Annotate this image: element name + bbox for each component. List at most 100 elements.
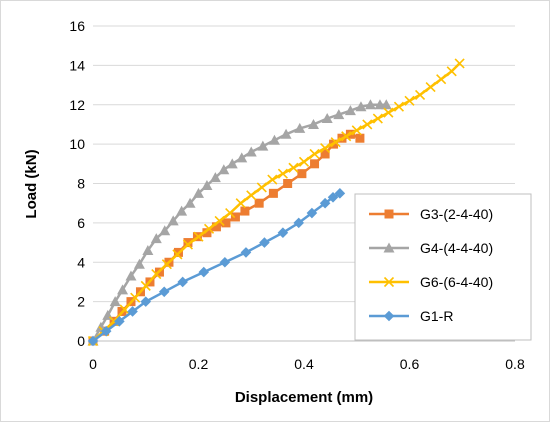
data-point-marker bbox=[355, 133, 365, 143]
data-point-marker bbox=[404, 95, 415, 106]
data-point-marker bbox=[320, 142, 331, 154]
data-point-marker bbox=[114, 316, 125, 327]
data-point-marker bbox=[133, 258, 145, 269]
data-point-marker bbox=[319, 197, 331, 209]
data-point-marker bbox=[355, 101, 367, 112]
marker-stroke bbox=[130, 292, 141, 303]
marker-stroke bbox=[320, 142, 331, 154]
legend-entry: G4-(4-4-40) bbox=[369, 240, 493, 256]
data-point-marker bbox=[130, 292, 141, 303]
data-point-marker bbox=[268, 134, 280, 145]
x-tick-label: 0 bbox=[89, 356, 97, 372]
legend-entry: G1-R bbox=[369, 308, 453, 324]
data-point-marker bbox=[127, 306, 138, 317]
data-point-marker bbox=[454, 58, 465, 69]
data-point-marker bbox=[218, 164, 230, 175]
data-point-marker bbox=[334, 188, 346, 199]
legend-items: G3-(2-4-40) G4-(4-4-40) G6-(6-4-40) G1-R bbox=[369, 206, 493, 324]
marker-stroke bbox=[309, 148, 320, 160]
series-group bbox=[87, 58, 465, 347]
data-point-marker bbox=[161, 259, 172, 270]
marker-stroke bbox=[341, 131, 352, 142]
data-point-marker bbox=[211, 222, 221, 232]
data-point-marker bbox=[364, 99, 376, 110]
data-point-marker bbox=[267, 174, 278, 185]
marker-stroke bbox=[383, 276, 395, 288]
marker-stroke bbox=[383, 107, 394, 118]
marker-stroke bbox=[425, 81, 436, 93]
marker-stroke bbox=[446, 66, 457, 77]
marker-stroke bbox=[362, 119, 373, 130]
y-tick-label: 12 bbox=[69, 97, 85, 113]
x-tick-label: 0.4 bbox=[294, 356, 314, 372]
y-tick-label: 6 bbox=[77, 215, 85, 231]
data-point-marker bbox=[257, 140, 269, 151]
marker-stroke bbox=[436, 74, 447, 85]
data-point-marker bbox=[297, 169, 307, 179]
data-point-marker bbox=[193, 231, 204, 242]
data-point-marker bbox=[236, 152, 248, 163]
data-point-marker bbox=[327, 191, 339, 203]
data-point-marker bbox=[380, 99, 392, 110]
data-point-marker bbox=[235, 198, 246, 209]
legend-label: G6-(6-4-40) bbox=[420, 274, 493, 290]
marker-stroke bbox=[454, 58, 465, 69]
data-point-marker bbox=[254, 198, 264, 208]
data-point-marker bbox=[393, 101, 405, 112]
data-point-marker bbox=[219, 256, 231, 268]
data-point-marker bbox=[310, 159, 320, 169]
data-point-marker bbox=[177, 276, 188, 288]
y-tick-label: 0 bbox=[77, 333, 85, 349]
data-point-marker bbox=[119, 304, 130, 315]
legend: G3-(2-4-40) G4-(4-4-40) G6-(6-4-40) G1-R bbox=[354, 193, 532, 341]
data-point-marker bbox=[142, 244, 154, 255]
data-point-marker bbox=[182, 239, 194, 250]
data-point-marker bbox=[307, 118, 319, 129]
x-tick-label: 0.6 bbox=[400, 356, 420, 372]
data-point-marker bbox=[351, 125, 362, 136]
data-point-marker bbox=[150, 233, 162, 244]
marker-stroke bbox=[330, 137, 341, 148]
data-point-marker bbox=[414, 89, 426, 100]
data-point-marker bbox=[203, 223, 215, 234]
marker-stroke bbox=[414, 89, 426, 100]
marker-stroke bbox=[288, 162, 299, 173]
legend-label: G3-(2-4-40) bbox=[420, 206, 493, 222]
y-tick-label: 10 bbox=[69, 136, 85, 152]
marker-stroke bbox=[235, 198, 246, 209]
marker-stroke bbox=[214, 215, 225, 226]
legend-label: G4-(4-4-40) bbox=[420, 240, 493, 256]
x-axis-title: Displacement (mm) bbox=[235, 389, 373, 406]
data-point-marker bbox=[100, 325, 112, 337]
data-point-marker bbox=[362, 119, 373, 130]
marker-stroke bbox=[246, 190, 257, 201]
data-point-marker bbox=[109, 296, 121, 307]
data-point-marker bbox=[383, 107, 394, 118]
tick-labels: 0 2 4 6 8 10 12 14 16 0 0.2 0.4 0.6 0.8 bbox=[69, 18, 525, 372]
data-point-marker bbox=[344, 105, 356, 116]
data-point-marker bbox=[425, 81, 436, 93]
data-point-marker bbox=[333, 109, 345, 120]
marker-stroke bbox=[203, 223, 215, 234]
marker-stroke bbox=[161, 259, 172, 270]
data-point-marker bbox=[245, 146, 257, 157]
data-point-marker bbox=[293, 217, 305, 229]
marker-stroke bbox=[225, 207, 236, 219]
data-point-marker bbox=[436, 74, 447, 85]
data-point-marker bbox=[277, 227, 289, 239]
data-point-marker bbox=[240, 206, 250, 216]
data-point-marker bbox=[201, 179, 213, 190]
marker-stroke bbox=[256, 182, 267, 193]
marker-stroke bbox=[151, 268, 162, 280]
data-point-marker bbox=[87, 335, 99, 347]
data-point-marker bbox=[277, 168, 288, 179]
marker-stroke bbox=[140, 280, 151, 291]
x-tick-label: 0.2 bbox=[189, 356, 209, 372]
data-point-marker bbox=[321, 113, 333, 124]
data-point-marker bbox=[330, 137, 341, 148]
data-point-marker bbox=[198, 266, 210, 278]
data-point-marker bbox=[283, 179, 293, 188]
marker-stroke bbox=[193, 231, 204, 242]
data-point-marker bbox=[320, 149, 330, 159]
